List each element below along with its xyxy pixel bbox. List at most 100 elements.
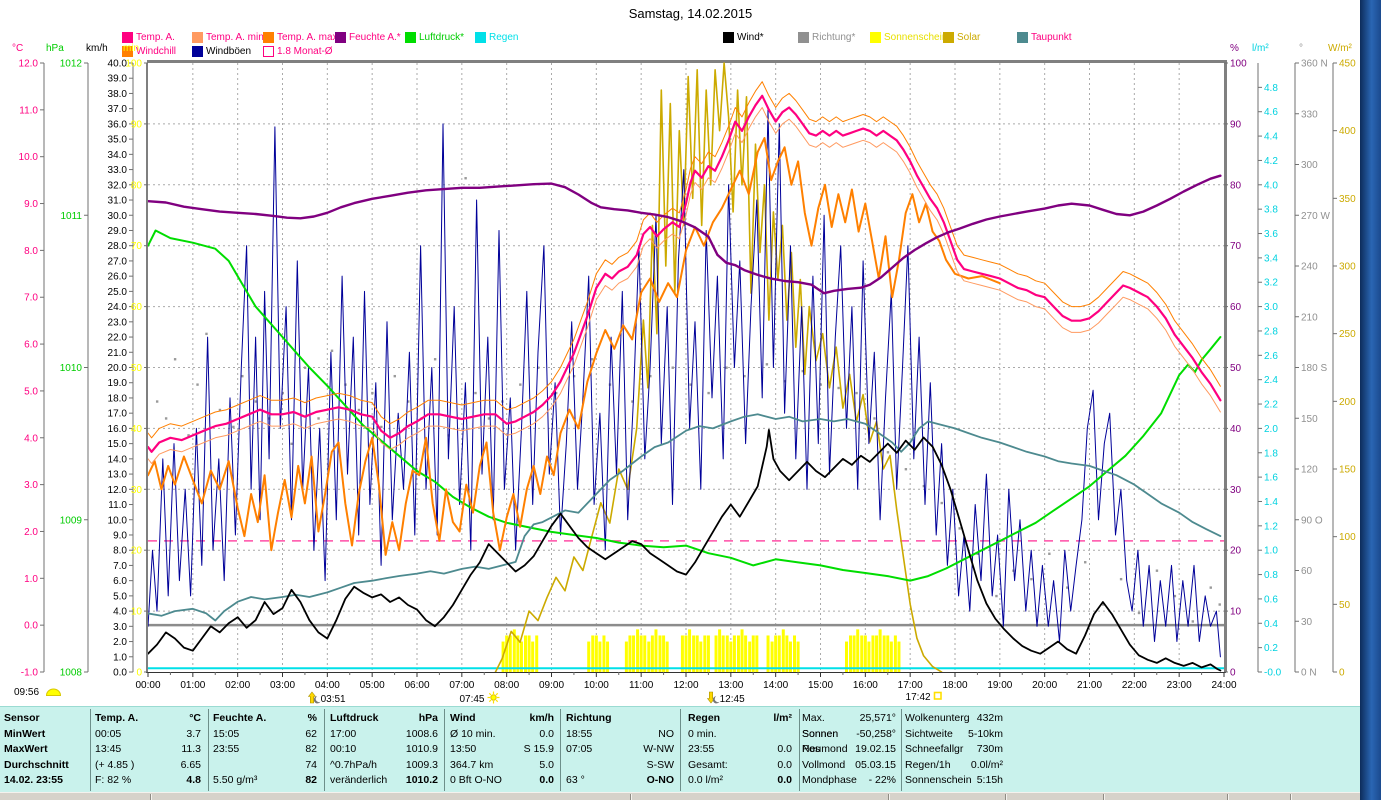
statusbar-separator [1290, 794, 1292, 800]
stats-row: Ø 10 min. 0.0 [450, 727, 554, 743]
stats-cell-label: 5.50 g/m³ [213, 774, 258, 787]
stats-cell-value: 82 [305, 774, 317, 787]
axis-tick-label: 350 [1339, 194, 1356, 205]
legend-item-luftdruck: Luftdruck* [405, 31, 464, 43]
axis-tick-label: 7.0 [24, 293, 38, 304]
stats-cell-value: O-NO [646, 774, 674, 787]
stats-cell-value: 05.03.15 [855, 758, 896, 771]
legend-item-richtung: Richtung* [798, 31, 855, 43]
marker-time: 12:45 [719, 694, 745, 705]
x-axis: 00:00 01:00 02:00 03:00 04:00 05:00 06:00 07:00… [135, 672, 1237, 691]
axis-tick-label: 4.4 [1264, 132, 1278, 143]
axis-km-h: 40.0 39.0 38.0 37.0 36.0 35.0 34.0 33.0 32.0 31.0… [86, 43, 134, 679]
series-temp-a-max [148, 81, 1221, 439]
x-axis-hour-label: 07:00 [449, 680, 474, 691]
stats-cell-label: Vollmond [802, 758, 846, 771]
legend-item-windchill: Windchill [122, 45, 176, 57]
stats-cell-label: Richtung [566, 712, 612, 724]
legend-label: Solar [957, 31, 981, 43]
stats-row: 0 min. [688, 727, 792, 743]
stats-cell-label: 17:00 [330, 727, 357, 740]
stats-cell-label: 0.0 l/m² [688, 774, 724, 787]
stats-row: Sichtweite 5-10km [905, 727, 1003, 743]
axis-tick-label: 8.0 [113, 546, 127, 557]
stats-cell-label: Regen/1h [905, 758, 951, 771]
x-axis-hour-label: 01:00 [180, 680, 205, 691]
axis-tick-label: 38.0 [108, 89, 128, 100]
stats-cell-label: Sonnen Pos [802, 727, 839, 756]
stats-cell-label: 15:05 [213, 727, 240, 740]
legend-swatch-solar-icon [943, 31, 954, 43]
axis-tick-label: 0 [1230, 668, 1236, 679]
legend-swatch-1-8-monat-icon [263, 45, 274, 57]
stats-cell-label: F: 82 % [95, 774, 132, 787]
axis-tick-label: 18.0 [108, 393, 128, 404]
stats-cell-label: ^0.7hPa/h [330, 758, 377, 771]
stats-row: Richtung [566, 711, 674, 727]
legend-label: Richtung* [812, 31, 856, 43]
stats-row: Feuchte A.% [213, 711, 317, 727]
stats-row: Max. Sonnen 25,571° [802, 711, 896, 740]
stats-row: F: 82 % 4.8 [95, 773, 201, 789]
legend-label: 1.8 Monat-Ø [277, 45, 333, 57]
stats-cell-label: Sensor [4, 712, 40, 724]
legend-swatch-temp-a-max-icon [263, 31, 274, 43]
legend-swatch-sonnenschein-icon [870, 31, 881, 43]
axis-tick-label: 90 [131, 119, 143, 130]
stats-group-conditions: Wolkenunterg 432m Sichtweite 5-10km Schneefa… [905, 711, 1003, 789]
stats-row: 0.0 l/m² 0.0 [688, 773, 792, 789]
statusbar-separator [888, 794, 890, 800]
stats-row: 74 [213, 758, 317, 774]
axis-tick-label: 0 [136, 668, 142, 679]
axis-tick-label: 1.2 [1264, 521, 1278, 532]
stats-row: Schneefallgr 730m [905, 742, 1003, 758]
stats-row: 18:55 NO [566, 727, 674, 743]
legend-swatch-luftdruck-icon [405, 31, 416, 43]
axis-tick-label: 17.0 [108, 409, 128, 420]
marker-sunrise: 07:45 [459, 691, 500, 705]
axis-hpa: 1012 1011 1010 1009 1008 hPa [46, 43, 89, 679]
axis-tick-label: 0.0 [24, 621, 38, 632]
axis-tick-label: 100 [1230, 59, 1247, 70]
stats-cell-value: 432m [976, 712, 1003, 724]
stats-cell-label: Sichtweite [905, 727, 953, 740]
stats-cell-label: Neumond [802, 743, 848, 756]
stats-cell-label: 07:05 [566, 743, 593, 756]
stats-cell-label: Gesamt: [688, 758, 728, 771]
stats-cell-label: (+ 4.85 ) [95, 758, 135, 771]
stats-cell-value: 0.0 [777, 774, 792, 787]
x-axis-hour-label: 19:00 [987, 680, 1012, 691]
stats-row: 00:05 3.7 [95, 727, 201, 743]
stats-cell-label: 00:10 [330, 743, 357, 756]
axis-tick-label: 90 O [1301, 515, 1323, 526]
stats-cell-label: Regen [688, 712, 721, 724]
stats-row: (+ 4.85 ) 6.65 [95, 758, 201, 774]
axis-tick-label: 37.0 [108, 104, 128, 115]
stats-row: Regen l/m² [688, 711, 792, 727]
stats-cell-value: 11.3 [181, 743, 201, 756]
x-axis-hour-label: 20:00 [1032, 680, 1057, 691]
axis-tick-label: 34.0 [108, 150, 128, 161]
x-axis-hour-label: 21:00 [1077, 680, 1102, 691]
stats-row: 13:45 11.3 [95, 742, 201, 758]
axis-tick-label: 5.0 [24, 386, 38, 397]
axis-unit-hpa: hPa [46, 43, 64, 54]
stats-cell-label: MaxWert [4, 743, 48, 756]
stats-cell-value: 1010.2 [405, 774, 438, 787]
x-axis-hour-label: 24:00 [1211, 680, 1236, 691]
axis-tick-label: 2.8 [1264, 326, 1278, 337]
stats-row: 63 ° O-NO [566, 773, 674, 789]
stats-cell-value: 1008.6 [405, 727, 438, 740]
legend-label: Temp. A. min [206, 31, 264, 43]
axis-tick-label: 13.0 [108, 470, 128, 481]
axis-tick-label: 40.0 [108, 59, 128, 70]
marker-time: 03:51 [320, 694, 346, 705]
legend-swatch-feuchte-a-icon [335, 31, 346, 43]
axis-tick-label: 15.0 [108, 439, 128, 450]
axis-tick-label: 0.8 [1264, 570, 1278, 581]
legend-label: Temp. A. max [277, 31, 338, 43]
statusbar-separator [1005, 794, 1007, 800]
axis-tick-label: 1010 [60, 363, 83, 374]
legend-label: Regen [489, 31, 519, 43]
